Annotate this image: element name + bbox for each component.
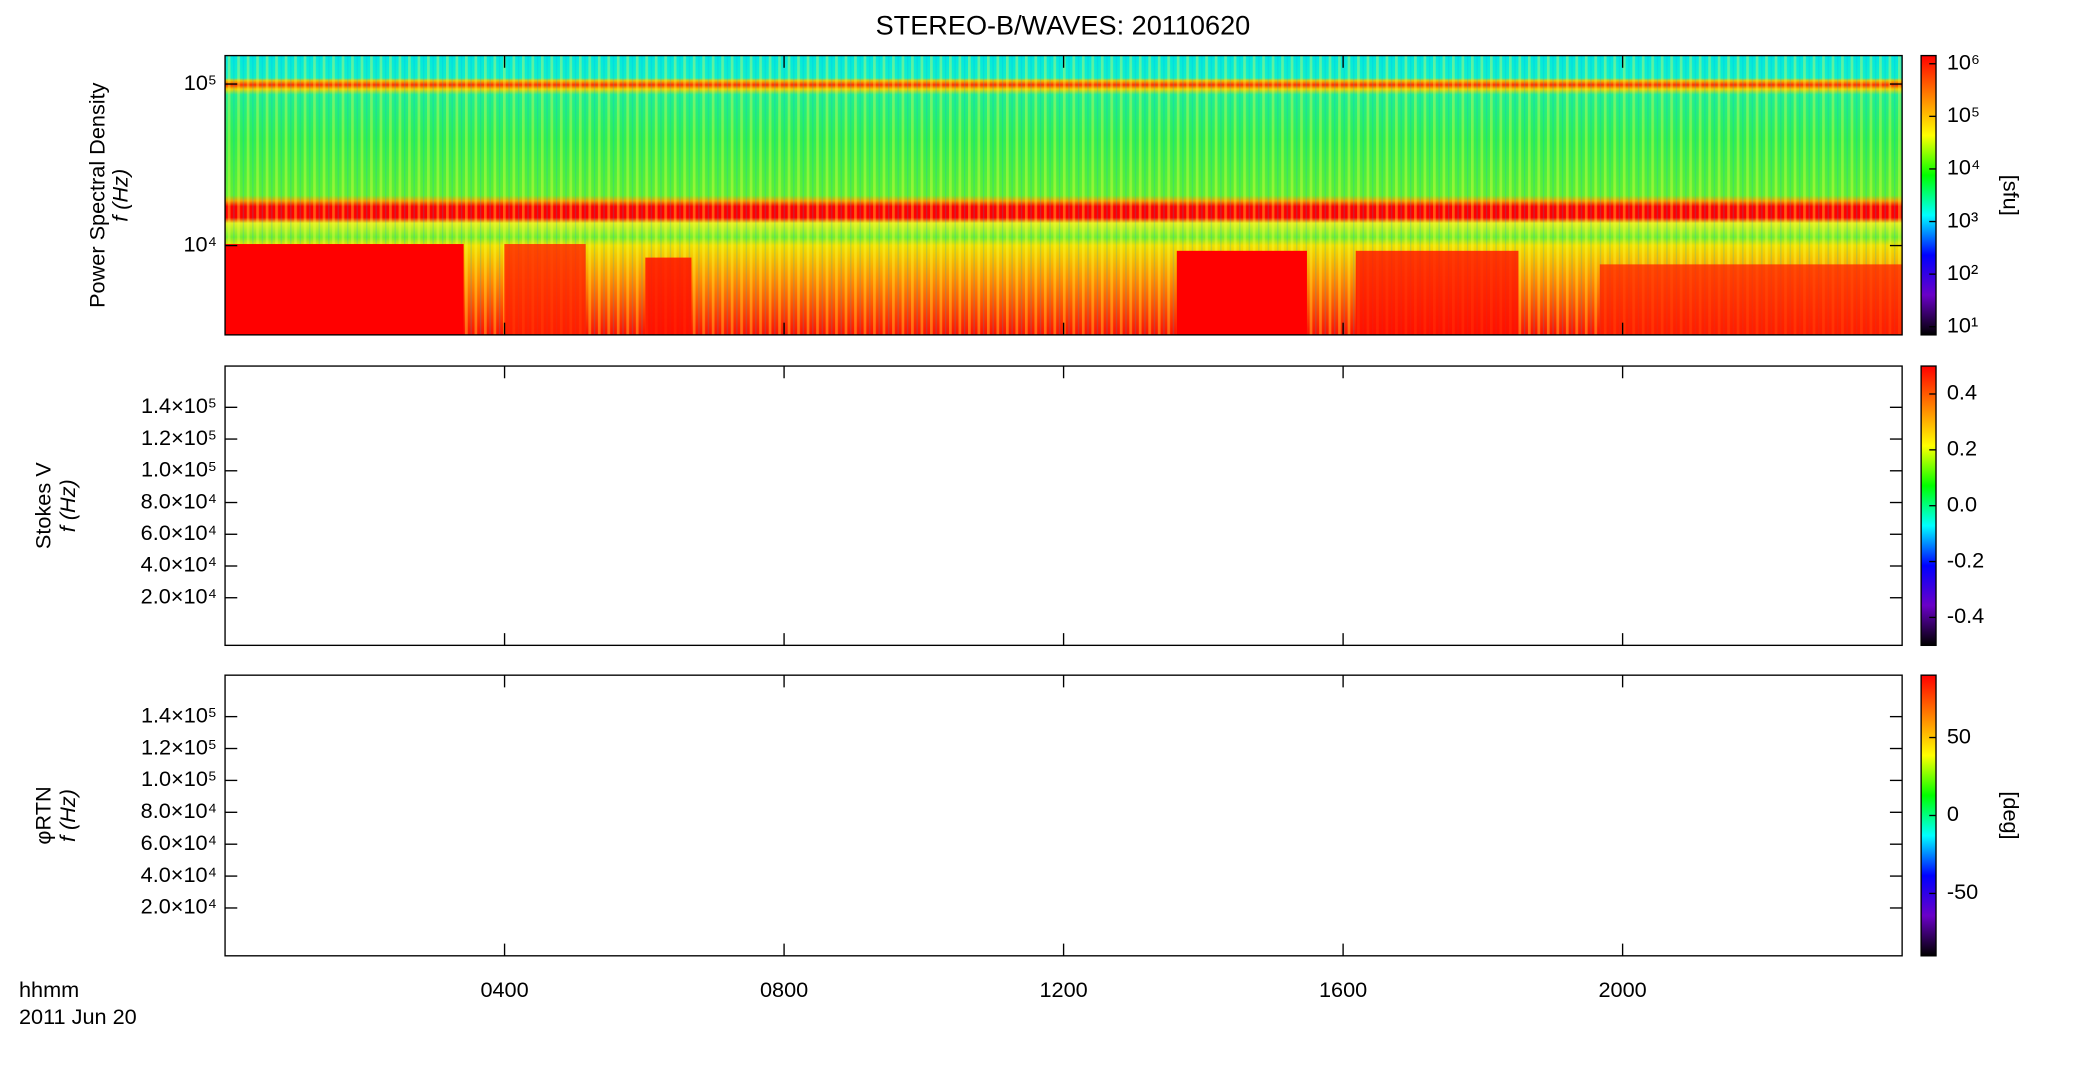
plot-frame (224, 365, 1903, 647)
y-tick-label: 1.4×10⁵ (141, 393, 217, 418)
colorbar-tick-label: 10⁶ (1947, 49, 1980, 74)
y-tick-label: 1.4×10⁵ (141, 702, 217, 727)
colorbar-tick-label: 10⁴ (1947, 155, 1980, 180)
colorbar-tick-label: -50 (1947, 879, 1978, 904)
y-tick-label: 1.2×10⁵ (141, 734, 217, 759)
colorbar-tick-label: -0.4 (1947, 603, 1984, 628)
y-axis-label: Power Spectral Density (85, 82, 110, 308)
y-axis-label: f (Hz) (55, 789, 80, 842)
colorbar-tick-label: 0.0 (1947, 491, 1977, 516)
x-axis-label: hhmm (19, 977, 79, 1002)
colorbar-label: [deg] (1998, 791, 2023, 839)
chart-title: STEREO-B/WAVES: 20110620 (876, 9, 1251, 40)
colorbar-tick-label: 10³ (1947, 207, 1978, 232)
colorbar-tick-label: 10⁵ (1947, 102, 1980, 127)
y-tick-label: 10⁴ (183, 231, 216, 256)
colorbar-tick-label: 0.2 (1947, 436, 1977, 461)
y-tick-label: 2.0×10⁴ (141, 583, 217, 608)
x-tick-label: 1200 (1039, 977, 1087, 1002)
colorbar-tick-label: 10¹ (1947, 312, 1978, 337)
y-tick-label: 2.0×10⁴ (141, 894, 217, 919)
colorbar-tick-label: 0.4 (1947, 380, 1977, 405)
colorbar-tick-label: 10² (1947, 260, 1978, 285)
y-axis-label: φRTN (30, 786, 55, 844)
y-tick-label: 6.0×10⁴ (141, 830, 217, 855)
x-tick-label: 0400 (480, 977, 528, 1002)
colorbar-tick-label: 0 (1947, 801, 1959, 826)
colorbar-tick-label: 50 (1947, 723, 1971, 748)
colorbar-label: [sfu] (1998, 175, 2023, 216)
plot-frame (224, 674, 1903, 957)
x-tick-label: 2000 (1598, 977, 1646, 1002)
y-tick-label: 8.0×10⁴ (141, 488, 217, 513)
y-tick-label: 10⁵ (184, 70, 217, 95)
y-tick-label: 4.0×10⁴ (141, 862, 217, 887)
y-tick-label: 1.0×10⁵ (141, 766, 217, 791)
colorbar-tick-label: -0.2 (1947, 547, 1984, 572)
y-axis-label: f (Hz) (55, 479, 80, 532)
y-tick-label: 1.0×10⁵ (141, 457, 217, 482)
x-tick-label: 1600 (1319, 977, 1367, 1002)
y-tick-label: 8.0×10⁴ (141, 798, 217, 823)
y-axis-label: Stokes V (30, 462, 55, 549)
y-tick-label: 4.0×10⁴ (141, 552, 217, 577)
colorbar (1920, 54, 1937, 336)
y-tick-label: 6.0×10⁴ (141, 520, 217, 545)
y-axis-label: f (Hz) (108, 169, 133, 222)
spectrogram-image (225, 55, 1903, 335)
x-axis-sublabel: 2011 Jun 20 (19, 1004, 137, 1029)
x-tick-label: 0800 (760, 977, 808, 1002)
y-tick-label: 1.2×10⁵ (141, 425, 217, 450)
